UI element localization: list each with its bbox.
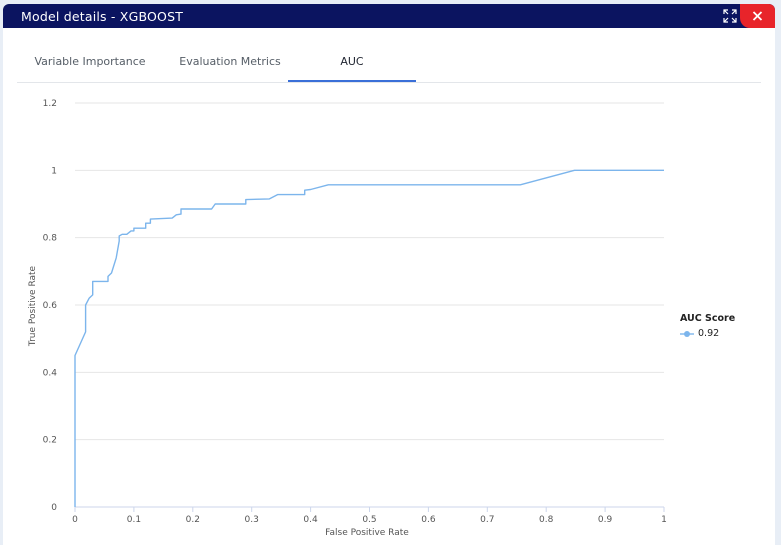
close-icon [752,11,763,21]
y-tick-label: 0.8 [43,234,58,244]
legend-item-auc[interactable]: 0.92 [680,328,770,339]
y-tick-label: 0.4 [43,368,58,378]
x-tick-label: 0.1 [127,515,141,525]
chart-legend: AUC Score 0.92 [680,313,770,339]
y-axis-label: True Positive Rate [28,265,38,347]
x-tick-label: 0.5 [362,515,376,525]
auc-chart: 0 0.2 0.4 0.6 0.8 1 1.2 0 0.1 0.2 0.3 0.4 0.5 0.6 0.7… [28,99,667,538]
legend-title: AUC Score [680,313,736,324]
expand-icon [723,9,737,23]
x-tick-label: 0.3 [245,515,259,525]
model-details-modal: Model details - XGBOOST Variable Importa… [3,4,775,545]
legend-item-label: 0.92 [698,328,720,339]
y-axis-ticks: 0 0.2 0.4 0.6 0.8 1 1.2 [43,99,58,513]
legend-marker-icon [680,330,694,337]
x-tick-label: 0.4 [303,515,318,525]
x-axis-label: False Positive Rate [325,528,409,538]
close-button[interactable] [740,4,775,28]
x-tick-label: 0.2 [186,515,200,525]
modal-titlebar: Model details - XGBOOST [3,4,775,28]
x-tick-label: 0.7 [480,515,494,525]
y-tick-label: 1 [51,166,57,176]
roc-series-line[interactable] [74,169,664,507]
y-tick-label: 0 [51,503,57,513]
x-tick-label: 0 [72,515,78,525]
tab-bar: Variable Importance Evaluation Metrics A… [17,48,761,83]
x-axis-ticks: 0 0.1 0.2 0.3 0.4 0.5 0.6 0.7 0.8 0.9 1 [72,507,667,525]
tab-evaluation-metrics[interactable]: Evaluation Metrics [179,55,281,68]
y-tick-label: 1.2 [43,99,57,109]
y-tick-label: 0.6 [43,301,58,311]
expand-button[interactable] [721,7,739,25]
chart-grid [75,102,664,441]
x-tick-label: 0.8 [539,515,554,525]
x-tick-label: 0.6 [421,515,436,525]
y-tick-label: 0.2 [43,436,57,446]
tab-variable-importance[interactable]: Variable Importance [34,55,146,68]
x-tick-label: 0.9 [598,515,613,525]
modal-title: Model details - XGBOOST [21,9,184,24]
tab-auc[interactable]: AUC [288,48,416,82]
x-tick-label: 1 [661,515,667,525]
